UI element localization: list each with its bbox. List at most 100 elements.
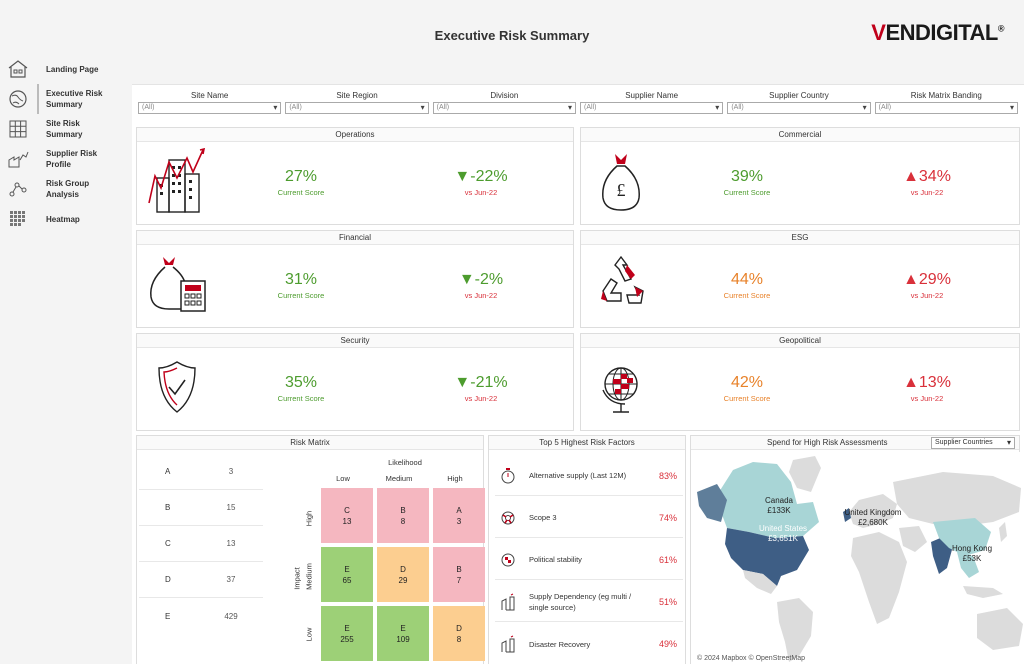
filter-division: Division (All) bbox=[431, 91, 578, 121]
sidebar-item-site-risk-summary[interactable]: Site Risk Summary bbox=[0, 114, 132, 144]
change-value: ▼-21% bbox=[454, 374, 508, 391]
sidebar-item-label: Risk Group Analysis bbox=[46, 179, 90, 199]
filter-label: Site Name bbox=[190, 91, 229, 100]
factory-icon bbox=[495, 592, 521, 612]
panel-title: Risk Matrix bbox=[137, 436, 483, 450]
list-item[interactable]: B 15 bbox=[139, 490, 263, 526]
matrix-cell[interactable]: E 109 bbox=[377, 606, 429, 661]
money-bag-icon: £ bbox=[591, 148, 653, 214]
security-score: 35% Current Score bbox=[241, 374, 361, 403]
sidebar-item-executive-risk-summary[interactable]: Executive Risk Summary bbox=[0, 84, 132, 114]
network-icon bbox=[6, 177, 30, 201]
matrix-cell-value: 7 bbox=[456, 576, 462, 585]
list-item[interactable]: Political stability 61% bbox=[495, 540, 683, 580]
filter-label: Site Region bbox=[336, 91, 378, 100]
esg-change: ▲29% vs Jun-22 bbox=[867, 271, 987, 300]
sidebar-item-label: Supplier Risk Profile bbox=[46, 149, 98, 169]
sidebar-item-risk-group-analysis[interactable]: Risk Group Analysis bbox=[0, 174, 132, 204]
site-region-dropdown[interactable]: (All) bbox=[285, 102, 429, 114]
sidebar-item-heatmap[interactable]: Heatmap bbox=[0, 204, 132, 234]
map-label-hong-kong: Hong Kong £53K bbox=[951, 544, 993, 563]
geopolitical-card[interactable]: Geopolitical 42% Current Score ▲13% vs J… bbox=[580, 333, 1020, 431]
score-value: 44% bbox=[730, 271, 764, 288]
supplier-countries-select[interactable]: Supplier Countries bbox=[931, 437, 1015, 449]
matrix-cell[interactable]: C 13 bbox=[321, 488, 373, 543]
list-item[interactable]: D 37 bbox=[139, 562, 263, 598]
score-label: Current Score bbox=[277, 188, 325, 197]
score-label: Current Score bbox=[277, 394, 325, 403]
world-map[interactable]: Canada £133K United States £3,651K United … bbox=[693, 452, 1024, 664]
list-item[interactable]: C 13 bbox=[139, 526, 263, 562]
operations-card[interactable]: Operations 27% Current Score ▼-22% vs Ju… bbox=[136, 127, 574, 225]
sidebar-item-label: Heatmap bbox=[46, 214, 80, 224]
recycle-icon bbox=[591, 251, 653, 317]
matrix-cell[interactable]: E 65 bbox=[321, 547, 373, 602]
matrix-cell-band: E bbox=[344, 565, 350, 574]
factor-percent: 61% bbox=[658, 554, 677, 565]
spend-map-panel: Spend for High Risk Assessments Supplier… bbox=[690, 435, 1024, 664]
card-title: Operations bbox=[137, 128, 573, 142]
sidebar-item-landing-page[interactable]: Landing Page bbox=[0, 54, 132, 84]
matrix-cell-band: C bbox=[344, 506, 350, 515]
security-card[interactable]: Security 35% Current Score ▼-21% vs Jun-… bbox=[136, 333, 574, 431]
list-item[interactable]: Scope 3 74% bbox=[495, 498, 683, 538]
filter-site-name: Site Name (All) bbox=[136, 91, 283, 121]
impact-low: Low bbox=[304, 627, 314, 642]
dashboard-main: Site Name (All) Site Region (All) Divisi… bbox=[132, 84, 1024, 664]
score-label: Current Score bbox=[723, 291, 771, 300]
heatmap-icon bbox=[6, 207, 30, 231]
matrix-cell-value: 8 bbox=[456, 635, 462, 644]
risk-matrix-banding-dropdown[interactable]: (All) bbox=[874, 102, 1018, 114]
matrix-cell-value: 3 bbox=[456, 517, 462, 526]
shield-icon bbox=[147, 354, 209, 420]
sidebar-item-supplier-risk-profile[interactable]: Supplier Risk Profile bbox=[0, 144, 132, 174]
financial-change: ▼-2% vs Jun-22 bbox=[421, 271, 541, 300]
sidebar-item-label: Landing Page bbox=[46, 64, 99, 74]
globe-icon bbox=[495, 550, 521, 570]
supplier-name-dropdown[interactable]: (All) bbox=[579, 102, 724, 114]
matrix-cell-value: 13 bbox=[342, 517, 352, 526]
likelihood-medium: Medium bbox=[385, 474, 413, 483]
matrix-cell[interactable]: E 255 bbox=[321, 606, 373, 661]
matrix-cell[interactable]: D 29 bbox=[377, 547, 429, 602]
division-dropdown[interactable]: (All) bbox=[432, 102, 576, 114]
esg-card[interactable]: ESG 44% Current Score ▲29% vs Jun-22 bbox=[580, 230, 1020, 328]
page-title: Executive Risk Summary bbox=[434, 28, 590, 43]
change-value: ▲29% bbox=[903, 271, 951, 288]
security-change: ▼-21% vs Jun-22 bbox=[421, 374, 541, 403]
map-attribution: © 2024 Mapbox © OpenStreetMap bbox=[697, 655, 805, 662]
factory-chart-icon bbox=[6, 147, 30, 171]
score-label: Current Score bbox=[277, 291, 325, 300]
financial-card[interactable]: Financial 31% Current Score ▼-2% vs Jun-… bbox=[136, 230, 574, 328]
score-label: Current Score bbox=[723, 394, 771, 403]
list-item[interactable]: Supply Dependency (eg multi / single sou… bbox=[495, 582, 683, 622]
factor-name: Political stability bbox=[529, 555, 582, 564]
esg-score: 44% Current Score bbox=[687, 271, 807, 300]
factor-percent: 83% bbox=[658, 470, 677, 481]
site-name-dropdown[interactable]: (All) bbox=[138, 102, 282, 114]
score-value: 31% bbox=[284, 271, 318, 288]
sidebar-item-label: Executive Risk Summary bbox=[46, 89, 103, 109]
factor-name: Alternative supply (Last 12M) bbox=[529, 471, 627, 480]
matrix-cell-band: E bbox=[400, 624, 406, 633]
home-icon bbox=[6, 57, 30, 81]
top-risk-factors-panel: Top 5 Highest Risk Factors Alternative s… bbox=[488, 435, 686, 664]
commercial-card[interactable]: Commercial £ 39% Current Score ▲34% vs J… bbox=[580, 127, 1020, 225]
change-label: vs Jun-22 bbox=[910, 291, 944, 300]
score-value: 35% bbox=[284, 374, 318, 391]
factor-percent: 74% bbox=[658, 512, 677, 523]
supplier-country-dropdown[interactable]: (All) bbox=[727, 102, 871, 114]
list-item[interactable]: Disaster Recovery 49% bbox=[495, 624, 683, 664]
factory-icon bbox=[495, 634, 521, 654]
list-item[interactable]: Alternative supply (Last 12M) 83% bbox=[495, 456, 683, 496]
list-item[interactable]: E 429 bbox=[165, 611, 238, 621]
score-value: 27% bbox=[284, 168, 318, 185]
money-bag-calculator-icon bbox=[147, 251, 209, 317]
globe-icon bbox=[6, 87, 30, 111]
likelihood-high: High bbox=[447, 474, 463, 483]
